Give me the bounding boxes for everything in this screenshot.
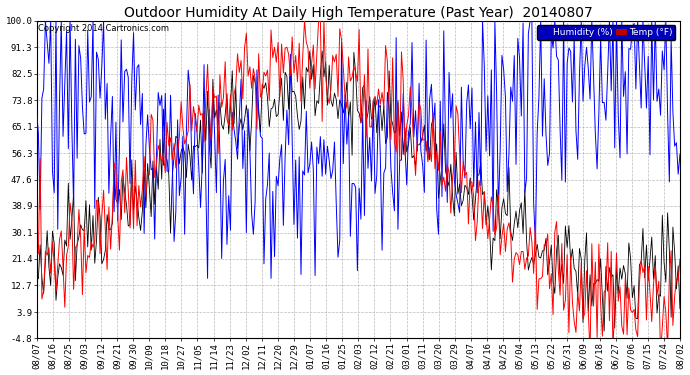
Title: Outdoor Humidity At Daily High Temperature (Past Year)  20140807: Outdoor Humidity At Daily High Temperatu… [124, 6, 593, 20]
Legend: Humidity (%), Temp (°F): Humidity (%), Temp (°F) [537, 25, 676, 40]
Text: Copyright 2014 Cartronics.com: Copyright 2014 Cartronics.com [38, 24, 169, 33]
